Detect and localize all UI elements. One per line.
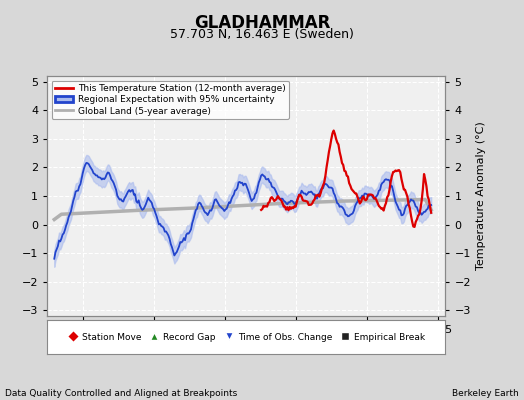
Legend: Station Move, Record Gap, Time of Obs. Change, Empirical Break: Station Move, Record Gap, Time of Obs. C… xyxy=(65,330,428,344)
Legend: This Temperature Station (12-month average), Regional Expectation with 95% uncer: This Temperature Station (12-month avera… xyxy=(52,80,289,119)
Y-axis label: Temperature Anomaly (°C): Temperature Anomaly (°C) xyxy=(476,122,486,270)
Text: Data Quality Controlled and Aligned at Breakpoints: Data Quality Controlled and Aligned at B… xyxy=(5,389,237,398)
Text: 57.703 N, 16.463 E (Sweden): 57.703 N, 16.463 E (Sweden) xyxy=(170,28,354,41)
Text: Berkeley Earth: Berkeley Earth xyxy=(452,389,519,398)
Text: GLADHAMMAR: GLADHAMMAR xyxy=(194,14,330,32)
